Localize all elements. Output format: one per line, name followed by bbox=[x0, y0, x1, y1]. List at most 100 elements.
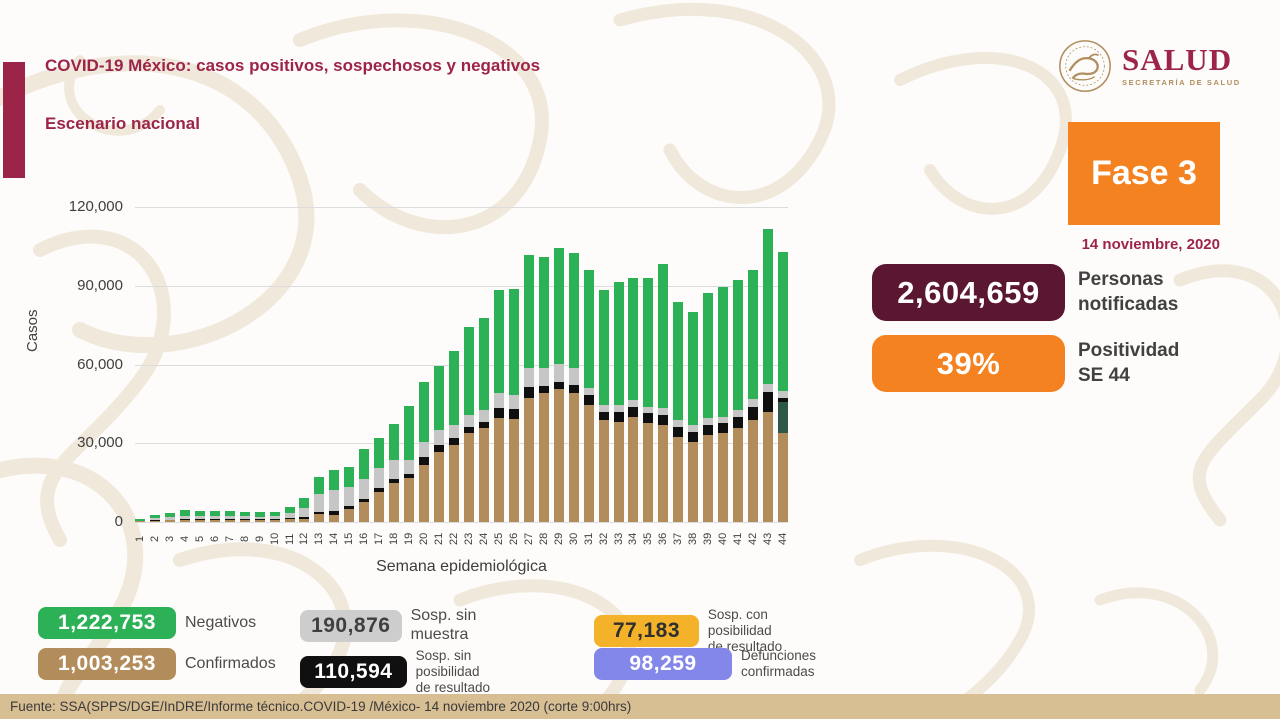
bar-segment bbox=[269, 519, 280, 522]
bar-segment bbox=[164, 520, 175, 522]
bar-segment bbox=[718, 286, 729, 417]
bar-segment bbox=[478, 409, 489, 422]
bar-segment bbox=[763, 411, 774, 522]
bar-segment bbox=[583, 394, 594, 405]
bar-segment bbox=[419, 465, 430, 522]
bar-segment bbox=[763, 384, 774, 393]
legend-value-pill: 98,259 bbox=[594, 648, 732, 680]
bar-segment bbox=[568, 385, 579, 394]
bar-segment bbox=[449, 444, 460, 522]
bar-segment bbox=[449, 438, 460, 445]
x-tick-label-3: 3 bbox=[163, 535, 176, 543]
bar-segment bbox=[538, 393, 549, 522]
gridline-0: 0 bbox=[115, 513, 788, 530]
bar-segment bbox=[688, 425, 699, 432]
stat-personas-notificadas: 2,604,659 Personas notificadas bbox=[872, 264, 1178, 321]
bar-segment bbox=[463, 415, 474, 427]
bar-week-16 bbox=[359, 449, 370, 522]
bar-segment bbox=[224, 519, 235, 521]
bar-segment bbox=[404, 477, 415, 522]
bar-segment bbox=[209, 519, 220, 521]
page-subtitle: Escenario nacional bbox=[45, 114, 200, 133]
bar-segment bbox=[449, 351, 460, 426]
bar-segment bbox=[209, 515, 220, 520]
x-tick-label-33: 33 bbox=[612, 532, 625, 546]
bar-segment bbox=[269, 515, 280, 520]
bar-segment bbox=[538, 256, 549, 369]
stat-value-pill: 2,604,659 bbox=[872, 264, 1065, 321]
x-tick-label-43: 43 bbox=[762, 532, 775, 546]
x-tick-label-7: 7 bbox=[223, 535, 236, 543]
bar-segment bbox=[374, 438, 385, 469]
bar-segment bbox=[209, 510, 220, 516]
y-tick-label: 90,000 bbox=[77, 276, 123, 294]
x-tick-label-39: 39 bbox=[702, 532, 715, 546]
x-tick-label-12: 12 bbox=[298, 532, 311, 546]
x-tick-label-37: 37 bbox=[672, 532, 685, 546]
bar-segment bbox=[299, 518, 310, 522]
bar-segment bbox=[703, 425, 714, 435]
x-tick-label-1: 1 bbox=[134, 535, 146, 543]
bar-week-5 bbox=[194, 510, 205, 522]
y-axis-title: Casos bbox=[24, 309, 41, 352]
legend-label: Negativos bbox=[185, 613, 257, 631]
bar-segment bbox=[404, 406, 415, 460]
legend-item-2: 190,876 Sosp. sin muestra bbox=[300, 607, 505, 645]
bar-segment bbox=[254, 519, 265, 521]
x-tick-label-14: 14 bbox=[328, 532, 341, 546]
bar-segment bbox=[194, 520, 205, 522]
bar-segment bbox=[239, 519, 250, 521]
bar-segment bbox=[299, 497, 310, 508]
bar-week-29 bbox=[553, 248, 564, 522]
x-tick-label-26: 26 bbox=[507, 532, 520, 546]
bar-week-15 bbox=[344, 466, 355, 522]
x-tick-label-41: 41 bbox=[732, 532, 745, 546]
bar-segment bbox=[777, 390, 788, 399]
bar-segment bbox=[598, 289, 609, 405]
bar-week-33 bbox=[613, 281, 624, 522]
x-tick-label-13: 13 bbox=[313, 532, 326, 546]
x-tick-label-19: 19 bbox=[403, 532, 416, 546]
y-tick-label: 120,000 bbox=[68, 198, 123, 215]
bar-segment bbox=[344, 506, 355, 510]
x-axis-title: Semana epidemiológica bbox=[376, 558, 547, 575]
report-date: 14 noviembre, 2020 bbox=[1081, 236, 1220, 253]
bar-segment bbox=[553, 248, 564, 365]
bar-segment bbox=[718, 416, 729, 424]
x-tick-label-2: 2 bbox=[148, 535, 161, 543]
footer-bar: Fuente: SSA(SPPS/DGE/InDRE/Informe técni… bbox=[0, 694, 1280, 719]
bar-week-22 bbox=[449, 351, 460, 522]
stat-label-line: Positividad bbox=[1078, 340, 1180, 362]
bar-segment bbox=[583, 404, 594, 522]
bar-segment bbox=[329, 511, 340, 515]
bar-segment bbox=[463, 426, 474, 434]
bar-segment bbox=[568, 368, 579, 386]
bar-segment bbox=[628, 278, 639, 401]
bar-week-27 bbox=[523, 254, 534, 522]
bar-segment bbox=[643, 406, 654, 414]
stat-label: Positividad SE 44 bbox=[1078, 339, 1179, 388]
bar-week-4 bbox=[179, 510, 190, 522]
bar-segment bbox=[254, 520, 265, 522]
bar-week-42 bbox=[748, 270, 759, 522]
stat-positividad: 39% Positividad SE 44 bbox=[872, 335, 1179, 392]
stat-label-line: Personas bbox=[1078, 269, 1164, 291]
bar-segment bbox=[194, 515, 205, 520]
bar-week-40 bbox=[718, 286, 729, 522]
bar-week-19 bbox=[404, 406, 415, 522]
bar-segment bbox=[478, 421, 489, 429]
bar-week-9 bbox=[254, 512, 265, 522]
bar-segment bbox=[748, 270, 759, 399]
bar-segment bbox=[673, 420, 684, 427]
x-tick-label-23: 23 bbox=[462, 532, 475, 546]
bar-segment bbox=[568, 253, 579, 369]
bar-segment bbox=[613, 404, 624, 412]
bar-week-3 bbox=[164, 512, 175, 522]
bar-segment bbox=[628, 406, 639, 417]
x-tick-label-11: 11 bbox=[283, 533, 296, 545]
bar-segment bbox=[748, 419, 759, 522]
bar-segment bbox=[374, 468, 385, 489]
bar-segment bbox=[284, 517, 295, 519]
x-tick-label-18: 18 bbox=[388, 532, 401, 546]
